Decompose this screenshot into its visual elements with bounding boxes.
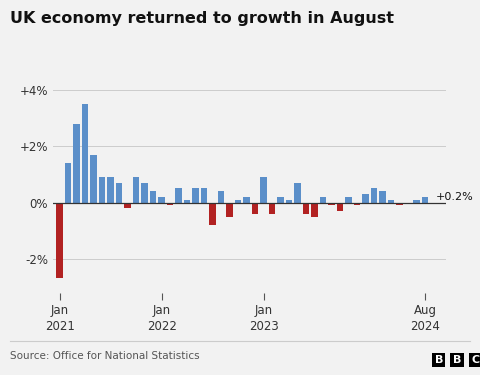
Bar — [346, 197, 352, 202]
Text: +0.2%: +0.2% — [435, 192, 473, 202]
Bar — [167, 202, 173, 206]
Bar — [184, 200, 190, 202]
Bar — [320, 197, 326, 202]
Bar — [192, 188, 199, 202]
Bar — [261, 177, 267, 203]
Bar — [380, 191, 386, 202]
Bar — [362, 194, 369, 202]
Bar — [286, 200, 292, 202]
Bar — [108, 177, 114, 203]
Bar — [277, 197, 284, 202]
Text: C: C — [471, 355, 479, 365]
Bar — [227, 202, 233, 217]
Bar — [312, 202, 318, 217]
Text: Source: Office for National Statistics: Source: Office for National Statistics — [10, 351, 199, 361]
Bar — [294, 183, 301, 203]
Bar — [90, 154, 97, 203]
Bar — [328, 202, 335, 206]
Bar — [175, 188, 182, 202]
Bar — [252, 202, 258, 214]
Bar — [269, 202, 276, 214]
Bar — [303, 202, 309, 214]
Text: B: B — [434, 355, 443, 365]
Text: B: B — [453, 355, 461, 365]
Bar — [422, 197, 428, 202]
Bar — [235, 200, 241, 202]
Bar — [337, 202, 343, 211]
Bar — [82, 104, 88, 202]
Bar — [158, 197, 165, 202]
Bar — [65, 163, 72, 202]
Bar — [371, 188, 377, 202]
Bar — [396, 202, 403, 206]
Bar — [388, 200, 395, 202]
Bar — [99, 177, 105, 203]
Bar — [413, 200, 420, 202]
Bar — [354, 202, 360, 206]
Bar — [209, 202, 216, 225]
Bar — [243, 197, 250, 202]
Bar — [124, 202, 131, 208]
Bar — [218, 191, 224, 202]
Bar — [133, 177, 139, 203]
Bar — [73, 124, 80, 202]
Bar — [57, 202, 63, 278]
Text: UK economy returned to growth in August: UK economy returned to growth in August — [10, 11, 394, 26]
Bar — [142, 183, 148, 203]
Bar — [116, 183, 122, 203]
Bar — [201, 188, 207, 202]
Bar — [150, 191, 156, 202]
